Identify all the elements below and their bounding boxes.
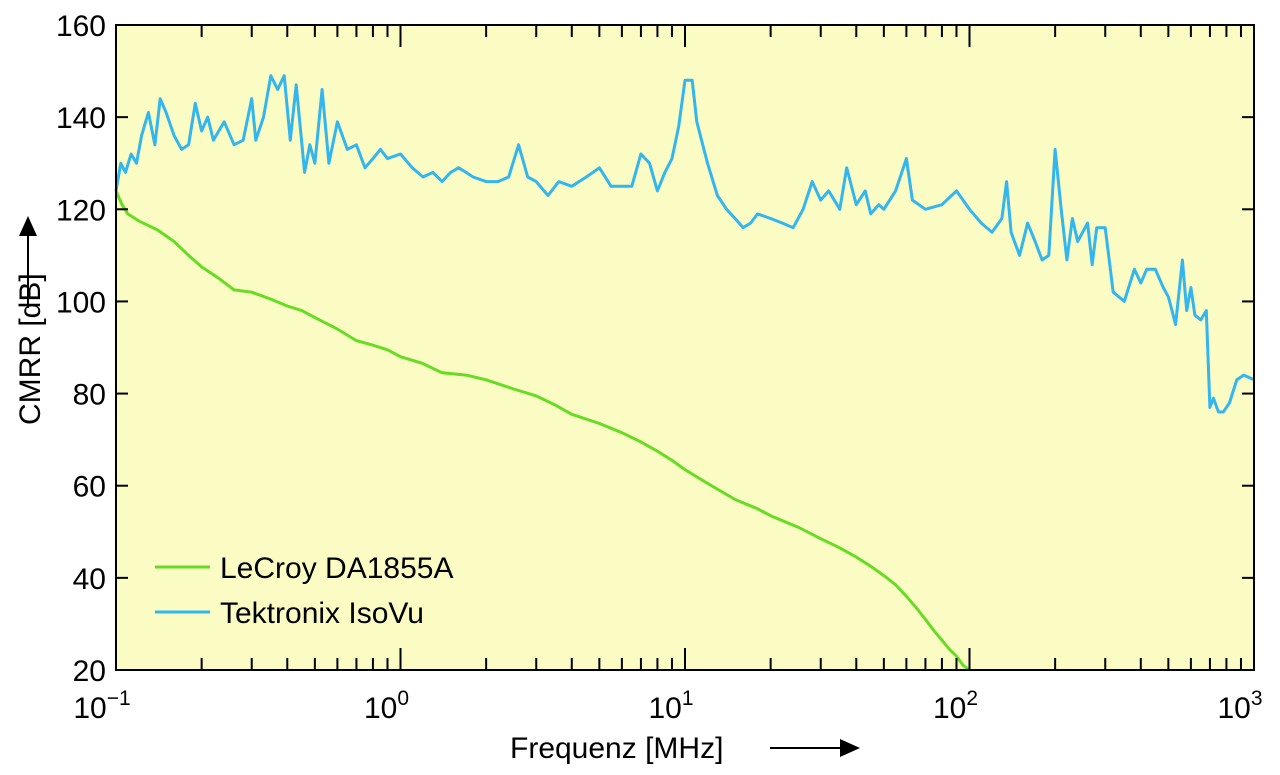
y-axis-arrow-head [19,216,37,236]
x-tick-label: 103 [1217,687,1262,725]
ticks-layer: 20 40 60 80 100 120 140 160 10−1 100 101 102 103 [56,10,1263,725]
plot-area [116,25,1254,670]
x-tick-label: 101 [648,687,693,725]
legend-label-lecroy: LeCroy DA1855A [220,552,453,585]
y-tick-label: 160 [56,10,106,43]
x-tick-label: 10−1 [73,687,130,725]
y-tick-label: 20 [73,655,106,688]
legend: LeCroy DA1855A Tektronix IsoVu [155,552,453,630]
series-layer [114,74,1255,672]
series-line-lecroy [114,190,971,672]
y-tick-label: 40 [73,563,106,596]
y-tick-label: 60 [73,471,106,504]
y-axis-label: CMRR [dB] [14,273,47,425]
series-line-tektronix [114,74,1255,414]
y-tick-label: 140 [56,102,106,135]
x-axis-label: Frequenz [MHz] [510,732,723,765]
legend-label-tektronix: Tektronix IsoVu [220,597,424,630]
y-tick-label: 120 [56,194,106,227]
x-tick-label: 102 [933,687,978,725]
x-axis-arrow-head [840,739,860,757]
x-tick-label: 100 [364,687,409,725]
y-tick-label: 100 [56,286,106,319]
y-tick-label: 80 [73,379,106,412]
